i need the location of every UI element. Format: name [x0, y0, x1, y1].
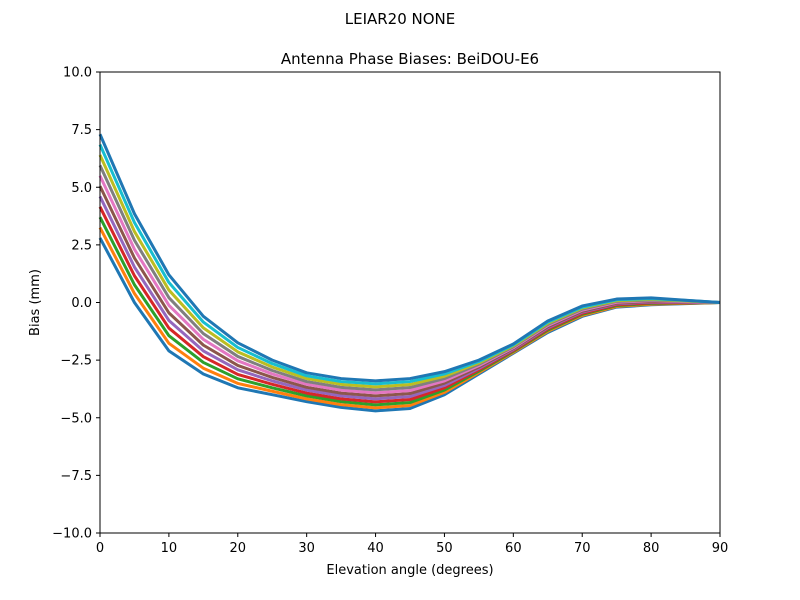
chart-title: Antenna Phase Biases: BeiDOU-E6: [281, 50, 539, 68]
y-tick-label: −2.5: [60, 354, 92, 369]
y-tick-label: −7.5: [60, 469, 92, 484]
y-tick-label: −5.0: [60, 411, 92, 426]
suptitle: LEIAR20 NONE: [345, 10, 456, 28]
axis-ticks: 0 10 20 30 40 50 60 70 80 90 10.0 7.5 5.0 2.5 0.0 −2.5 −…: [52, 66, 728, 557]
x-tick-label: 70: [574, 541, 591, 556]
series-lines: [98, 133, 721, 413]
x-tick-label: 80: [643, 541, 660, 556]
x-tick-label: 20: [230, 541, 247, 556]
series-line-5: [98, 185, 721, 398]
y-tick-label: −10.0: [52, 527, 92, 542]
y-tick-label: 0.0: [71, 296, 92, 311]
y-tick-label: 7.5: [71, 123, 92, 138]
y-tick-label: 5.0: [71, 181, 92, 196]
x-tick-label: 0: [96, 541, 104, 556]
x-tick-label: 30: [298, 541, 315, 556]
x-tick-label: 40: [367, 541, 384, 556]
plot-frame: [99, 71, 721, 534]
y-tick-label: 10.0: [63, 66, 92, 81]
x-axis-label: Elevation angle (degrees): [326, 563, 493, 578]
x-tick-label: 60: [505, 541, 522, 556]
x-tick-label: 10: [161, 541, 178, 556]
y-axis-label: Bias (mm): [28, 269, 43, 336]
x-tick-label: 90: [712, 541, 729, 556]
x-tick-label: 50: [436, 541, 453, 556]
series-line-10: [98, 133, 721, 383]
series-line-8: [98, 154, 721, 389]
y-tick-label: 2.5: [71, 238, 92, 253]
